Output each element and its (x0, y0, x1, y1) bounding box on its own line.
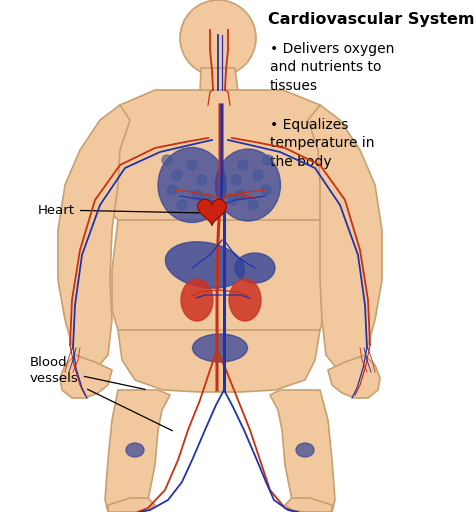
Polygon shape (60, 355, 112, 398)
Circle shape (192, 190, 202, 200)
Text: • Delivers oxygen
and nutrients to
tissues: • Delivers oxygen and nutrients to tissu… (270, 42, 395, 93)
Text: Blood
vessels: Blood vessels (30, 355, 145, 390)
Ellipse shape (126, 443, 144, 457)
Ellipse shape (166, 242, 245, 288)
Circle shape (231, 175, 241, 185)
Circle shape (263, 155, 273, 165)
Text: • Equalizes
temperature in
the body: • Equalizes temperature in the body (270, 118, 375, 169)
Circle shape (235, 190, 245, 200)
Circle shape (172, 170, 182, 180)
Circle shape (261, 185, 271, 195)
Polygon shape (285, 498, 332, 512)
Ellipse shape (216, 149, 280, 221)
Polygon shape (108, 498, 155, 512)
Circle shape (253, 170, 263, 180)
Circle shape (238, 160, 248, 170)
Circle shape (228, 195, 238, 205)
Polygon shape (105, 390, 170, 512)
Polygon shape (200, 68, 238, 92)
Circle shape (177, 200, 187, 210)
Polygon shape (58, 105, 130, 370)
Text: Heart: Heart (38, 203, 204, 217)
Text: Cardiovascular System: Cardiovascular System (268, 12, 475, 27)
Polygon shape (100, 90, 340, 236)
Polygon shape (112, 220, 325, 345)
Polygon shape (270, 390, 335, 512)
Ellipse shape (235, 253, 275, 283)
Circle shape (187, 160, 197, 170)
Circle shape (202, 195, 212, 205)
Circle shape (248, 200, 258, 210)
Polygon shape (328, 355, 380, 398)
Polygon shape (308, 105, 382, 370)
Circle shape (167, 185, 177, 195)
Ellipse shape (158, 147, 226, 223)
Ellipse shape (192, 334, 248, 362)
Ellipse shape (181, 279, 213, 321)
Circle shape (180, 0, 256, 76)
Ellipse shape (296, 443, 314, 457)
Circle shape (162, 155, 172, 165)
Ellipse shape (229, 279, 261, 321)
Circle shape (197, 175, 207, 185)
Polygon shape (118, 330, 320, 392)
Polygon shape (198, 199, 227, 225)
